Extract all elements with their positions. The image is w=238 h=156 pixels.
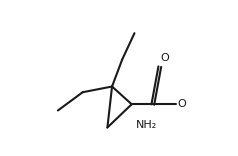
Text: O: O — [161, 53, 169, 63]
Text: NH₂: NH₂ — [136, 120, 158, 130]
Text: O: O — [178, 99, 187, 109]
